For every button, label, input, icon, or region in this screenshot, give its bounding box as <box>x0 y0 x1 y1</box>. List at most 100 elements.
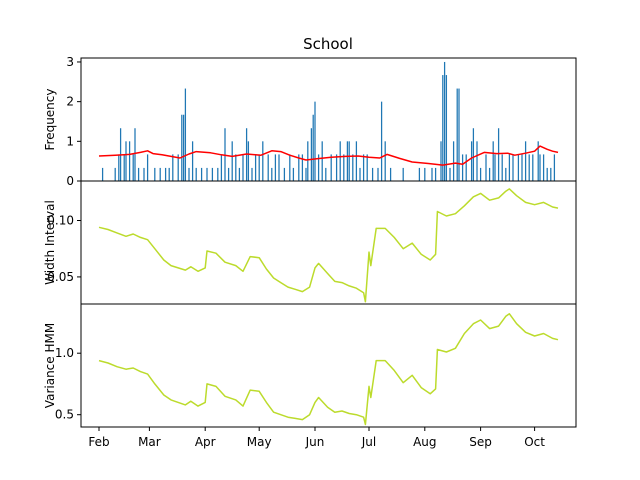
frequency-bar <box>101 167 104 181</box>
series-line <box>98 313 559 426</box>
frequency-bar <box>271 167 273 181</box>
y-axis-label: Variance HMM <box>43 323 57 408</box>
frequency-bar <box>143 167 145 181</box>
frequency-bar <box>312 114 314 181</box>
frequency-bar <box>132 154 134 181</box>
y-tick-label: 3 <box>66 55 74 69</box>
series-line <box>98 188 559 303</box>
frequency-bar <box>348 141 350 181</box>
frequency-bar <box>343 154 345 181</box>
frequency-bar <box>539 154 541 181</box>
frequency-bar <box>182 114 185 181</box>
frequency-bar <box>177 154 179 181</box>
x-tick-label: Mar <box>138 435 161 449</box>
frequency-bar <box>352 154 354 181</box>
frequency-bar <box>550 167 552 181</box>
frequency-bar <box>377 167 379 181</box>
frequency-bar <box>254 154 257 181</box>
y-tick-label: 2 <box>66 95 74 109</box>
series-line <box>98 145 559 166</box>
frequency-bar <box>123 154 125 181</box>
frequency-bar <box>497 128 500 181</box>
frequency-bar <box>442 75 444 181</box>
frequency-bar <box>307 141 309 181</box>
frequency-bar <box>494 154 496 181</box>
frequency-bar <box>125 141 127 181</box>
frequency-bar <box>517 154 520 181</box>
frequency-bar <box>380 101 383 181</box>
frequency-bar <box>217 167 219 181</box>
frequency-bar <box>501 154 503 181</box>
x-tick-label: Aug <box>413 435 436 449</box>
frequency-bar <box>330 154 332 181</box>
frequency-bar <box>335 154 338 181</box>
frequency-bar <box>418 167 421 181</box>
frequency-bar <box>366 154 368 181</box>
frequency-bar <box>485 154 487 181</box>
frequency-bar <box>137 167 140 181</box>
frequency-bar <box>325 167 327 181</box>
frequency-bar <box>424 167 426 181</box>
frequency-bar <box>278 154 280 181</box>
frequency-bar <box>289 154 291 181</box>
frequency-bar <box>524 141 527 181</box>
frequency-bar <box>314 101 316 181</box>
panel-frame <box>80 303 577 428</box>
frequency-bar <box>267 154 269 181</box>
frequency-bar <box>220 154 223 181</box>
frequency-bar <box>181 114 183 181</box>
y-tick-label: 0 <box>66 174 74 188</box>
frequency-bar <box>445 75 448 181</box>
frequency-bar <box>321 141 323 181</box>
frequency-bar <box>431 167 433 181</box>
frequency-bar <box>317 154 320 181</box>
y-tick-label: 0.10 <box>47 213 74 227</box>
frequency-bar <box>310 128 313 181</box>
x-tick-label: Apr <box>195 435 216 449</box>
frequency-bar <box>492 141 494 181</box>
frequency-bar <box>172 154 174 181</box>
frequency-bar <box>298 154 300 181</box>
frequency-bar <box>465 154 467 181</box>
frequency-bar <box>528 154 530 181</box>
frequency-bar <box>200 167 203 181</box>
frequency-bar <box>472 128 475 181</box>
frequency-bar <box>159 167 161 181</box>
frequency-bar <box>283 167 286 181</box>
x-tick-label: Jun <box>305 435 325 449</box>
frequency-bar <box>154 167 156 181</box>
frequency-bar <box>231 141 233 181</box>
frequency-bar <box>443 61 446 181</box>
chart-title: School <box>303 35 353 53</box>
frequency-bar <box>168 167 170 181</box>
frequency-bar <box>384 141 386 181</box>
frequency-bar <box>553 154 556 181</box>
frequency-bar <box>440 141 442 181</box>
frequency-bar <box>521 154 523 181</box>
panel-frame <box>80 180 577 305</box>
x-tick-label: Jul <box>361 435 376 449</box>
frequency-bar <box>346 141 349 181</box>
frequency-bar <box>479 167 482 181</box>
y-tick-label: 0.5 <box>55 408 74 422</box>
frequency-bar <box>461 154 464 181</box>
frequency-bar <box>184 88 187 181</box>
frequency-bar <box>537 141 539 181</box>
frequency-bar <box>211 167 214 181</box>
panel-1: 0 1 2 3 Frequency <box>43 55 577 188</box>
frequency-bar <box>355 141 358 181</box>
frequency-bar <box>488 167 491 181</box>
frequency-bar <box>258 154 260 181</box>
frequency-bar <box>305 167 307 181</box>
x-tick-label: Feb <box>88 435 109 449</box>
y-axis-label: Width Interval <box>43 200 57 285</box>
frequency-bar <box>188 167 190 181</box>
frequency-bar <box>458 88 460 181</box>
frequency-bar <box>508 154 511 181</box>
frequency-bar <box>301 154 304 181</box>
frequency-bar <box>251 167 253 181</box>
frequency-bar <box>532 154 534 181</box>
frequency-bar <box>546 167 548 181</box>
frequency-bar <box>452 141 455 181</box>
